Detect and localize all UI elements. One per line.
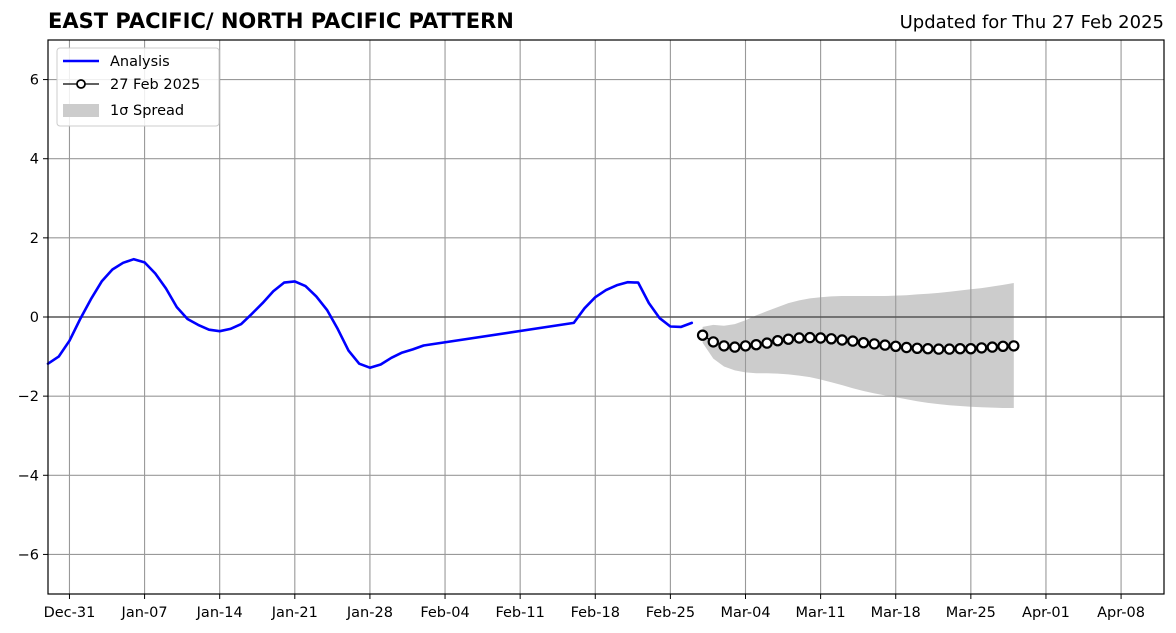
forecast-point	[954, 343, 966, 355]
forecast-point	[943, 343, 956, 355]
x-tick-label: Mar-04	[720, 605, 770, 621]
y-tick-label: −2	[18, 389, 39, 405]
forecast-point	[772, 335, 784, 347]
forecast-point	[975, 342, 988, 354]
forecast-point	[718, 340, 730, 352]
forecast-point	[836, 334, 848, 346]
forecast-point	[997, 340, 1009, 352]
forecast-point	[879, 339, 891, 351]
forecast-point	[890, 340, 902, 352]
forecast-point	[922, 343, 934, 355]
spread-band	[702, 283, 1014, 408]
x-tick-label: Mar-11	[796, 605, 846, 621]
y-tick-label: 0	[30, 310, 39, 326]
forecast-point	[814, 332, 827, 344]
chart-title: EAST PACIFIC/ NORTH PACIFIC PATTERN	[48, 9, 514, 33]
legend-forecast-marker	[76, 79, 86, 89]
forecast-point	[965, 343, 977, 355]
y-tick-label: 2	[30, 231, 39, 247]
x-tick-label: Feb-18	[571, 605, 620, 621]
x-tick-label: Feb-25	[646, 605, 695, 621]
y-tick-label: 6	[30, 73, 39, 89]
forecast-point	[933, 343, 945, 355]
x-tick-label: Mar-18	[871, 605, 921, 621]
forecast-point	[900, 341, 913, 354]
legend-label: 1σ Spread	[110, 103, 184, 119]
forecast-point	[986, 341, 999, 353]
x-tick-label: Feb-11	[495, 605, 544, 621]
x-tick-label: Dec-31	[44, 605, 96, 621]
forecast-point	[761, 337, 773, 349]
forecast-point	[825, 333, 838, 345]
forecast-point	[729, 341, 741, 353]
x-tick-label: Jan-14	[196, 605, 243, 621]
forecast-point	[804, 331, 816, 344]
analysis-line	[46, 257, 694, 370]
x-tick-label: Feb-04	[420, 605, 469, 621]
forecast-point	[750, 339, 762, 351]
forecast-point	[847, 335, 859, 347]
y-tick-label: −4	[18, 468, 39, 484]
forecast-point	[739, 340, 752, 352]
forecast-point	[696, 329, 709, 341]
forecast-point	[1008, 340, 1020, 352]
forecast-point	[707, 336, 720, 348]
x-tick-label: Jan-21	[271, 605, 318, 621]
forecast-point	[911, 342, 923, 354]
legend-spread-swatch	[63, 104, 99, 117]
forecast-point	[868, 338, 881, 350]
x-tick-label: Apr-08	[1097, 605, 1145, 621]
y-tick-label: −6	[18, 547, 39, 563]
updated-date-label: Updated for Thu 27 Feb 2025	[899, 12, 1164, 33]
forecast-point	[782, 333, 795, 345]
y-tick-label: 4	[30, 152, 39, 168]
legend-label: Analysis	[110, 54, 170, 70]
legend-label: 27 Feb 2025	[110, 77, 200, 93]
x-tick-label: Mar-25	[946, 605, 996, 621]
forecast-point	[857, 337, 870, 349]
x-tick-label: Jan-28	[346, 605, 393, 621]
x-tick-label: Apr-01	[1022, 605, 1070, 621]
forecast-point	[793, 332, 805, 344]
x-tick-label: Jan-07	[121, 605, 168, 621]
